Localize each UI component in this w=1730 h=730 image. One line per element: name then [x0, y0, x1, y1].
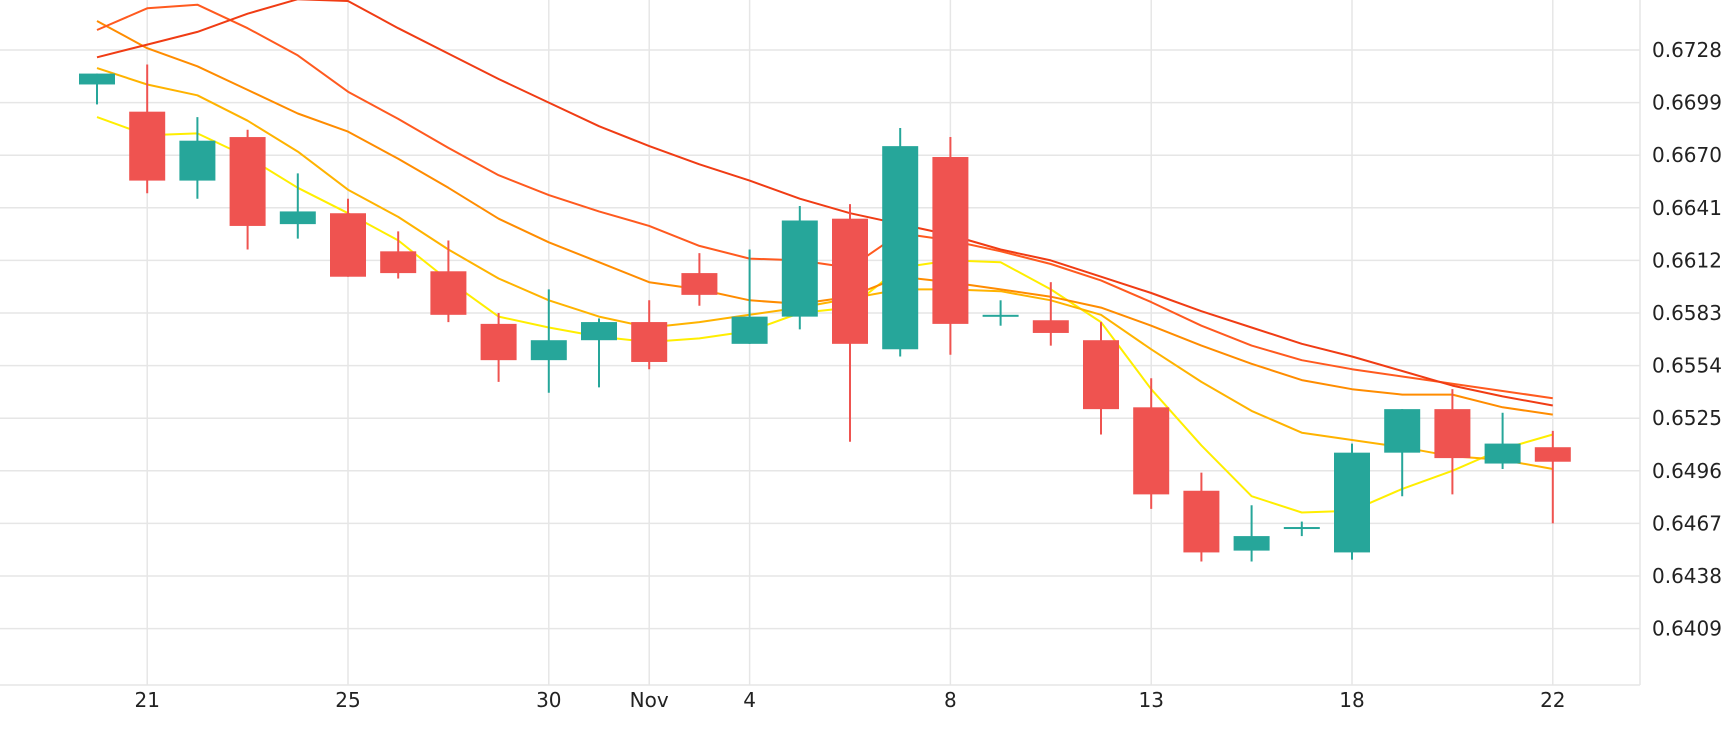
candle-body — [530, 340, 567, 361]
candle — [781, 205, 818, 330]
candles — [79, 64, 1571, 562]
candle — [1534, 430, 1571, 524]
candle-body — [1233, 536, 1270, 551]
candle-body — [1534, 447, 1571, 462]
candle — [380, 231, 417, 279]
candle — [1384, 409, 1421, 497]
y-tick-label: 0.6467 — [1652, 511, 1722, 535]
candle — [279, 173, 316, 239]
candle-body — [932, 157, 969, 324]
y-tick-label: 0.6612 — [1652, 248, 1722, 272]
candle-body — [781, 220, 818, 317]
candle-body — [79, 73, 115, 85]
y-tick-label: 0.6409 — [1652, 617, 1722, 641]
candle-body — [631, 322, 668, 362]
candle — [882, 127, 919, 357]
y-tick-label: 0.6699 — [1652, 91, 1722, 115]
y-tick-label: 0.6554 — [1652, 354, 1722, 378]
x-tick-label: 30 — [536, 688, 561, 712]
candle-body — [229, 137, 266, 226]
candle — [179, 117, 216, 199]
x-tick-label: 22 — [1540, 688, 1565, 712]
candle — [1434, 389, 1471, 495]
candle-body — [1334, 452, 1370, 553]
y-tick-label: 0.6728 — [1652, 38, 1722, 62]
ma-line-4 — [96, 3, 1553, 400]
candle — [1183, 472, 1220, 562]
candle-body — [380, 251, 417, 274]
candle — [832, 204, 868, 442]
candle — [129, 64, 166, 194]
candle — [1334, 443, 1370, 560]
y-tick-label: 0.6496 — [1652, 459, 1722, 483]
x-tick-label: 8 — [944, 688, 957, 712]
candle — [1032, 282, 1069, 346]
candle-body — [1384, 409, 1421, 453]
x-tick-label: 25 — [335, 688, 360, 712]
candle-body — [681, 273, 718, 295]
y-tick-label: 0.6641 — [1652, 196, 1722, 220]
y-tick-label: 0.6438 — [1652, 564, 1722, 588]
x-axis: 21 25 30 Nov 4 8 13 18 22 — [134, 688, 1565, 712]
candle-body — [581, 322, 617, 341]
candle-body — [179, 140, 216, 181]
candle — [681, 253, 718, 306]
y-tick-label: 0.6583 — [1652, 301, 1722, 325]
candle — [631, 300, 668, 370]
ma-line-3 — [96, 20, 1553, 416]
candle-body — [1183, 490, 1220, 553]
candle — [1484, 412, 1521, 469]
x-tick-label: 21 — [134, 688, 159, 712]
candle-body — [480, 323, 517, 361]
candle — [1283, 521, 1320, 537]
candle — [982, 300, 1019, 326]
x-tick-label: 18 — [1339, 688, 1364, 712]
candle-body — [832, 218, 868, 344]
candle-body — [982, 314, 1019, 317]
candle — [229, 129, 266, 250]
y-tick-label: 0.6670 — [1652, 143, 1722, 167]
candle — [79, 73, 115, 105]
ma-line-5 — [96, 0, 1553, 407]
candle-body — [1032, 320, 1069, 333]
candle — [530, 289, 567, 393]
candle — [430, 240, 467, 323]
candle-body — [1484, 443, 1521, 464]
candle — [1133, 378, 1170, 509]
candle-body — [430, 271, 467, 315]
candle-body — [330, 213, 366, 277]
candle-body — [1283, 527, 1320, 530]
candle — [581, 318, 617, 388]
candle-body — [129, 111, 166, 181]
x-tick-label: 13 — [1138, 688, 1163, 712]
candle-body — [1083, 340, 1119, 410]
ma-line-2 — [96, 67, 1553, 470]
y-axis: 0.6409 0.6438 0.6467 0.6496 0.6525 0.6554 0.65… — [1652, 38, 1722, 641]
candle-body — [1434, 409, 1471, 459]
grid-layer — [0, 0, 1641, 686]
candle — [1083, 322, 1119, 435]
candle-body — [279, 211, 316, 225]
candle — [731, 249, 768, 344]
ma-line-1 — [96, 116, 1554, 514]
x-tick-label: Nov — [630, 688, 669, 712]
candle — [480, 313, 517, 382]
y-tick-label: 0.6525 — [1652, 406, 1722, 430]
candle — [932, 137, 969, 355]
candle-body — [882, 146, 919, 350]
candle — [1233, 505, 1270, 562]
x-tick-label: 4 — [743, 688, 756, 712]
candle-body — [731, 316, 768, 344]
candle-body — [1133, 407, 1170, 495]
moving-average-lines — [96, 0, 1554, 514]
candle — [330, 198, 366, 277]
